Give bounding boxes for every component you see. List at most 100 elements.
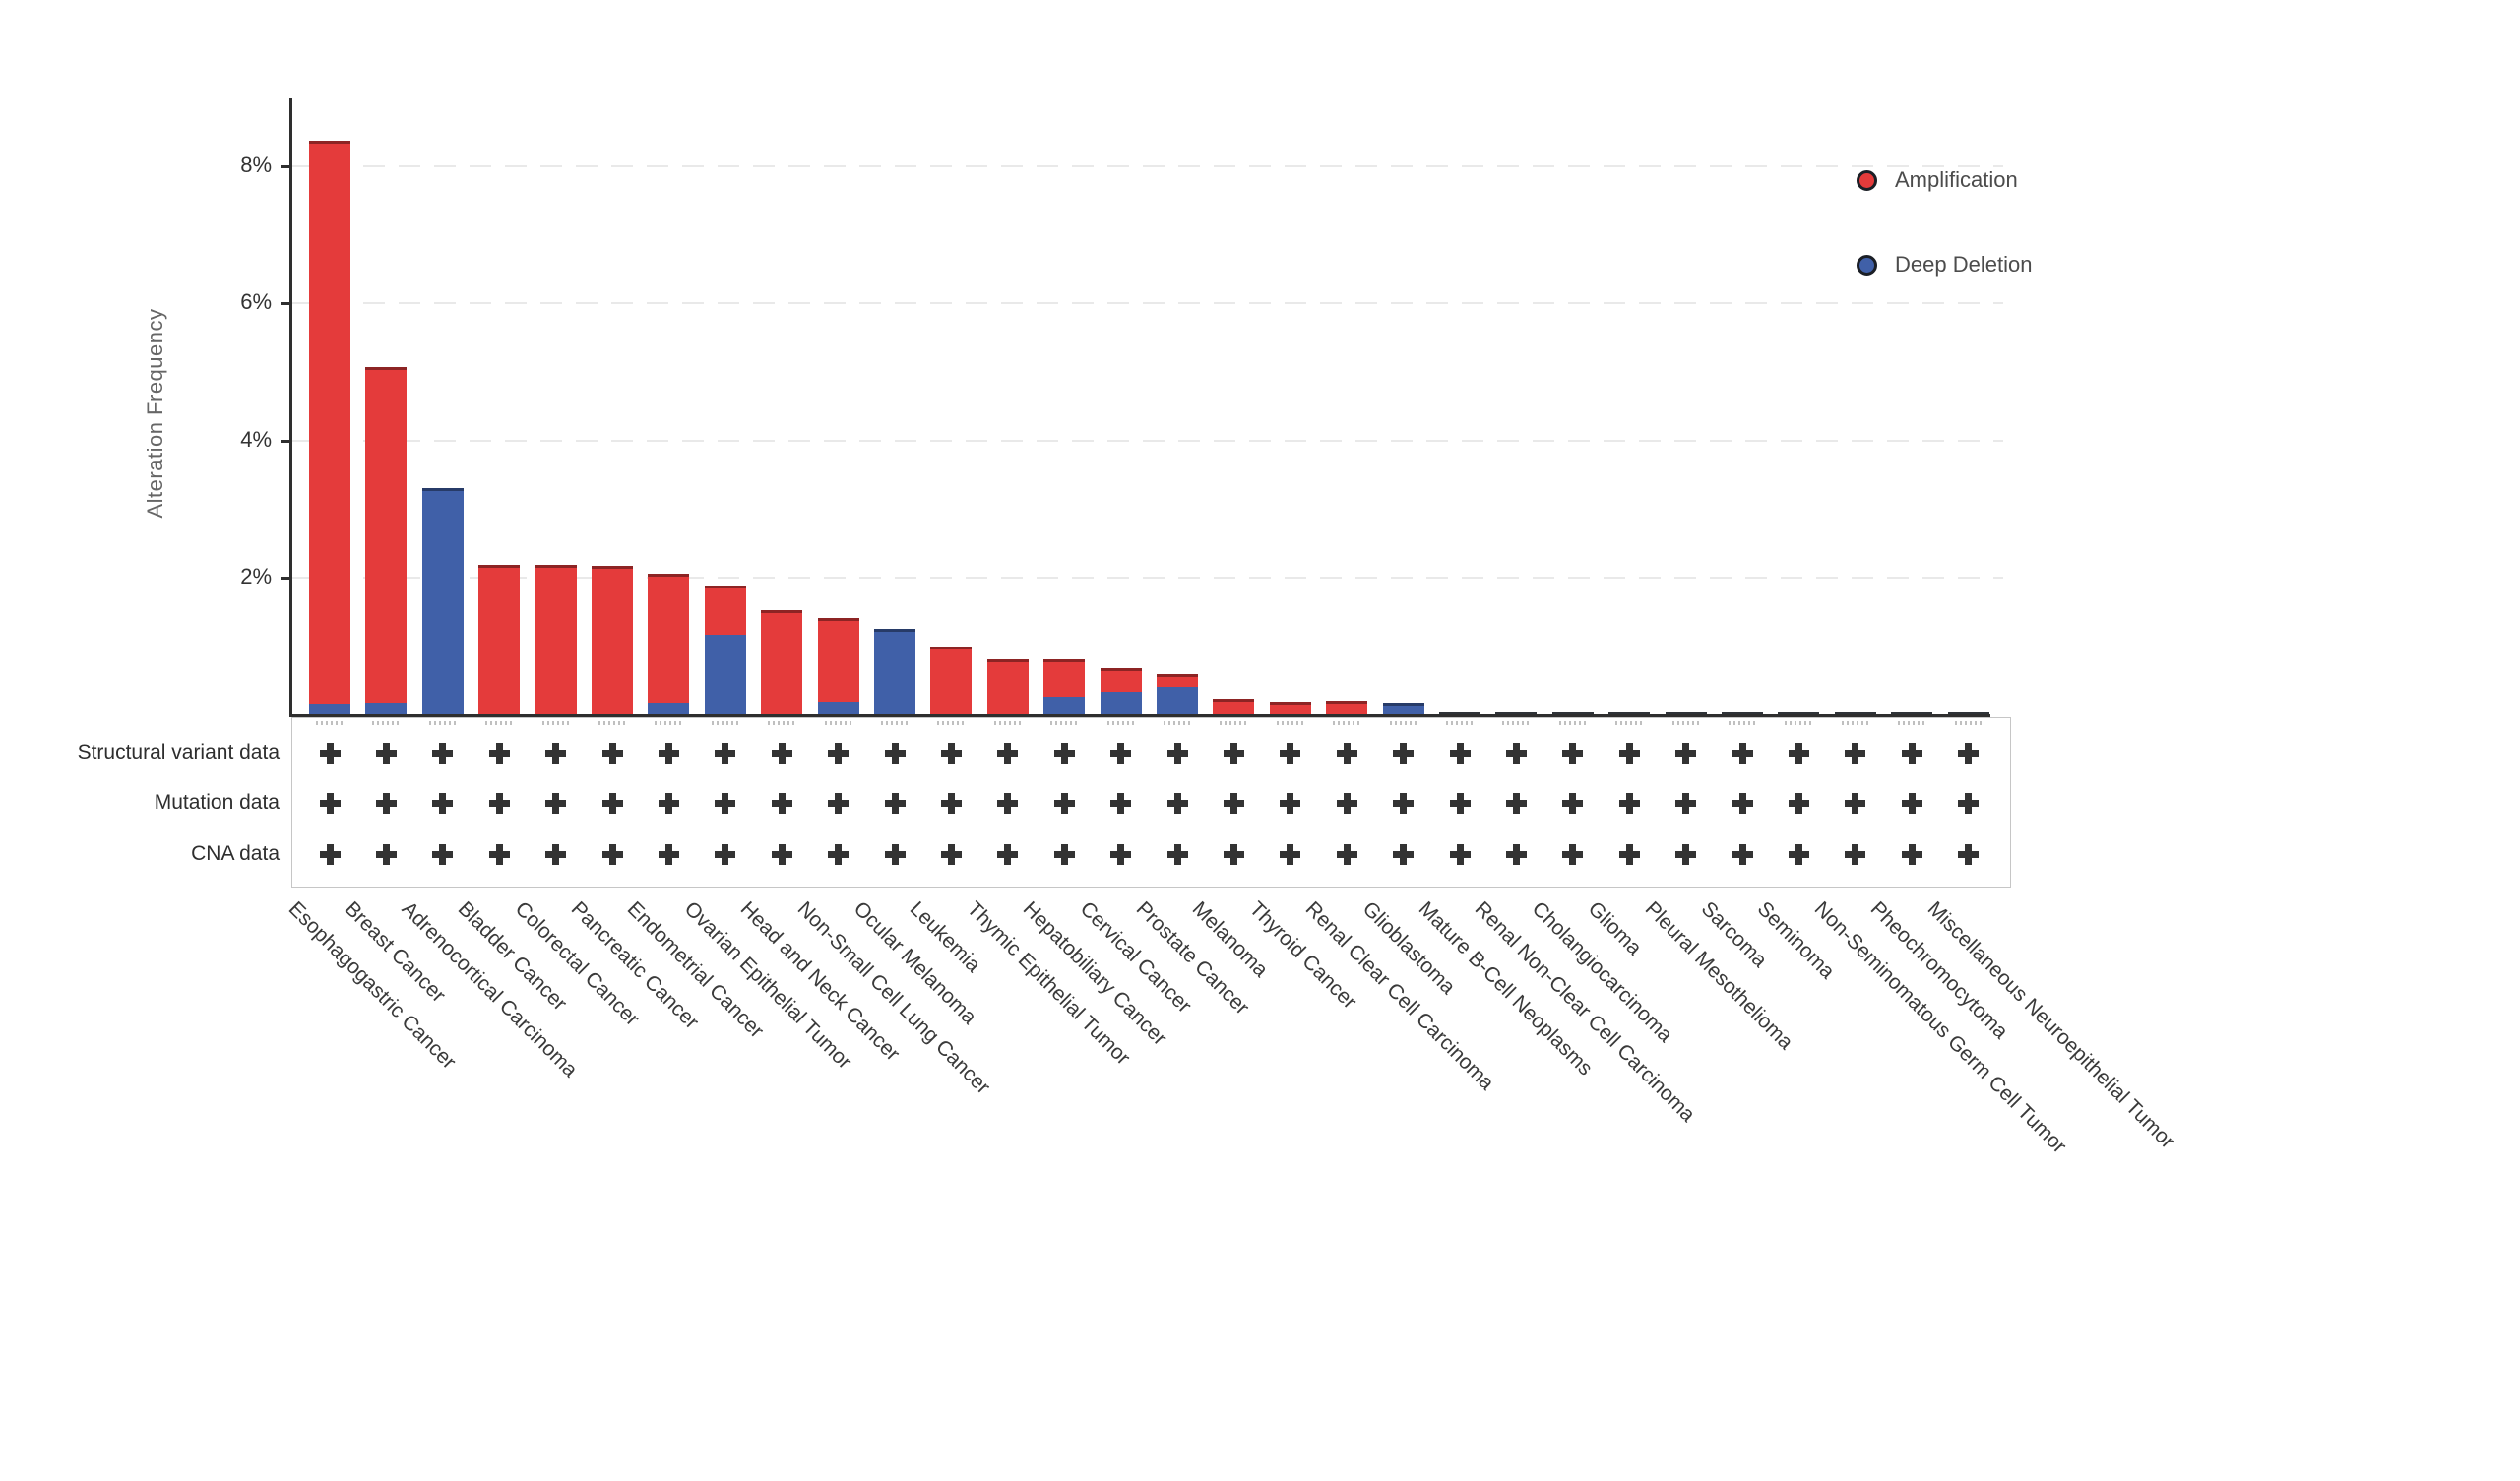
bar-amplification-segment — [930, 647, 973, 714]
plus-icon — [828, 792, 850, 814]
plus-icon — [658, 742, 679, 764]
grid-line — [292, 165, 2003, 168]
bar-trace[interactable] — [1439, 712, 1480, 714]
bar-amplification-segment — [1043, 658, 1086, 697]
plus-icon — [1223, 742, 1244, 764]
micro-count-label — [937, 721, 965, 725]
bar-trace[interactable] — [1551, 712, 1594, 714]
bar[interactable] — [592, 565, 633, 714]
x-axis-line — [289, 714, 1990, 717]
plus-icon — [1618, 792, 1640, 814]
micro-count-label — [824, 721, 851, 725]
plus-icon — [1845, 792, 1866, 814]
bar-deletion-segment — [1100, 692, 1142, 714]
bar-trace[interactable] — [1608, 712, 1651, 714]
bar[interactable] — [648, 573, 690, 714]
bar[interactable] — [1269, 701, 1311, 714]
bar[interactable] — [704, 586, 746, 714]
plus-icon — [1110, 742, 1132, 764]
micro-count-label — [1050, 721, 1078, 725]
bar[interactable] — [535, 564, 577, 714]
plus-icon — [432, 843, 454, 865]
y-tick-mark — [281, 439, 290, 443]
micro-count-label — [316, 721, 343, 725]
plus-icon — [432, 742, 454, 764]
micro-count-label — [1389, 721, 1417, 725]
bar-amplification-segment — [1100, 667, 1142, 693]
plus-icon — [1958, 792, 1980, 814]
bar-deletion-segment — [1382, 703, 1424, 714]
plus-icon — [1393, 792, 1415, 814]
bar-deletion-segment — [421, 488, 464, 714]
micro-count-label — [428, 721, 456, 725]
plus-icon — [1280, 742, 1301, 764]
bar-trace[interactable] — [1834, 712, 1876, 714]
plus-icon — [884, 843, 906, 865]
bar[interactable] — [1157, 673, 1198, 714]
plus-icon — [1223, 792, 1244, 814]
plus-icon — [1393, 742, 1415, 764]
bar-trace[interactable] — [1947, 712, 1989, 714]
plus-icon — [1675, 742, 1697, 764]
bar-trace[interactable] — [1891, 712, 1933, 714]
plus-icon — [545, 792, 567, 814]
plus-icon — [1280, 792, 1301, 814]
x-axis-label: Breast Cancer — [341, 897, 451, 1008]
plus-icon — [1562, 792, 1584, 814]
bar[interactable] — [817, 617, 859, 714]
plus-icon — [1788, 742, 1809, 764]
bar[interactable] — [309, 141, 350, 714]
plus-icon — [1562, 843, 1584, 865]
plus-icon — [658, 843, 679, 865]
plus-icon — [828, 843, 850, 865]
micro-count-label — [1841, 721, 1868, 725]
bar-trace[interactable] — [1722, 712, 1763, 714]
plus-icon — [1901, 843, 1922, 865]
legend-item-amplification[interactable]: Amplification — [1857, 167, 2018, 193]
data-availability-track-box — [291, 717, 2011, 888]
micro-count-label — [1898, 721, 1925, 725]
plus-icon — [488, 742, 510, 764]
bar-trace[interactable] — [1495, 712, 1538, 714]
bar[interactable] — [874, 629, 915, 714]
plus-icon — [319, 792, 341, 814]
micro-count-label — [1671, 721, 1699, 725]
bar-trace[interactable] — [1778, 712, 1820, 714]
bar[interactable] — [1213, 698, 1255, 714]
bar[interactable] — [1043, 658, 1086, 714]
bar[interactable] — [1382, 703, 1424, 714]
plus-icon — [545, 742, 567, 764]
bar[interactable] — [421, 488, 464, 714]
micro-count-label — [1954, 721, 1982, 725]
bar[interactable] — [1100, 667, 1142, 714]
plus-icon — [488, 792, 510, 814]
plus-icon — [771, 792, 792, 814]
plus-icon — [1336, 792, 1357, 814]
bar-deletion-segment — [817, 702, 859, 714]
x-axis-label: Miscellaneous Neuroepithelial Tumor — [1922, 897, 2179, 1153]
plus-icon — [715, 792, 736, 814]
bar[interactable] — [761, 610, 803, 714]
bar[interactable] — [1326, 701, 1368, 714]
y-tick-label: 6% — [240, 289, 272, 315]
bar-amplification-segment — [817, 617, 859, 703]
bar-amplification-segment — [478, 564, 521, 714]
micro-count-label — [372, 721, 400, 725]
micro-count-label — [768, 721, 795, 725]
bar-amplification-segment — [1269, 701, 1311, 714]
plus-icon — [1901, 792, 1922, 814]
deep-deletion-swatch-icon — [1857, 254, 1877, 276]
plus-icon — [1732, 742, 1753, 764]
micro-count-label — [1558, 721, 1586, 725]
y-tick-label: 2% — [240, 563, 272, 588]
plus-icon — [1110, 792, 1132, 814]
bar[interactable] — [478, 564, 521, 714]
bar[interactable] — [930, 647, 973, 714]
legend-item-deep-deletion[interactable]: Deep Deletion — [1857, 252, 2032, 278]
bar[interactable] — [365, 367, 408, 714]
bar-trace[interactable] — [1665, 712, 1707, 714]
plus-icon — [319, 843, 341, 865]
bar[interactable] — [986, 658, 1029, 714]
bar-deletion-segment — [874, 629, 915, 714]
